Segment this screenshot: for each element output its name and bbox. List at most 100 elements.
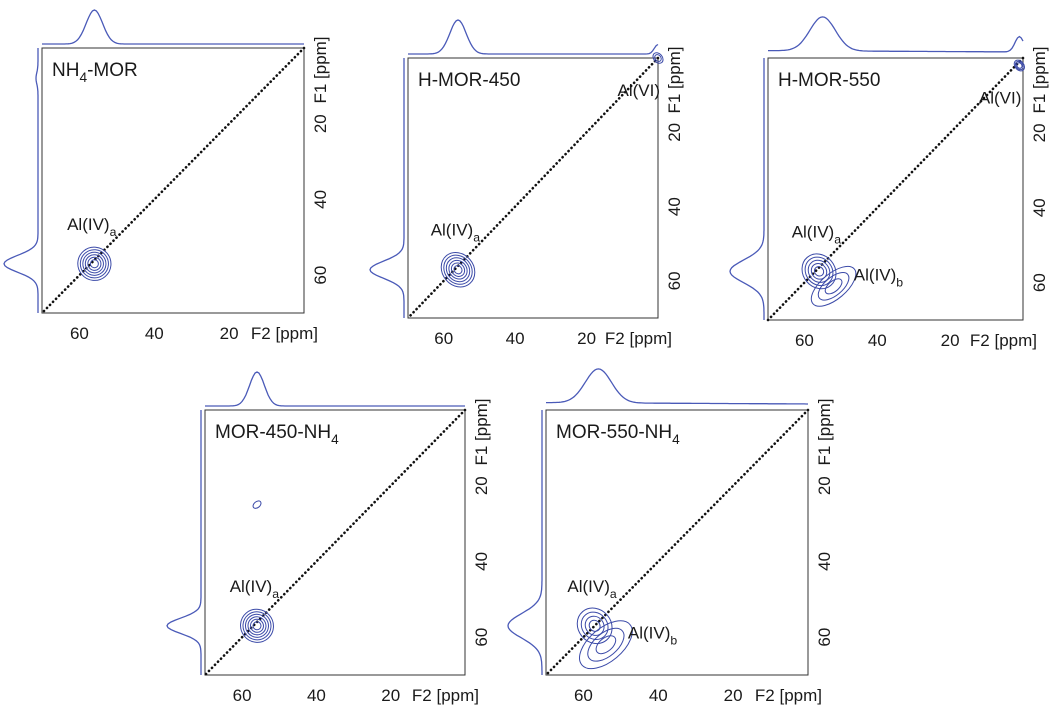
x-tick-label: 60 [574, 686, 593, 705]
f2-projection [768, 16, 1024, 53]
x-tick-label: 20 [381, 686, 400, 705]
contour-level [652, 52, 664, 64]
panel-title: NH4-MOR [52, 60, 138, 85]
f1-projection [507, 410, 543, 675]
contour-peak [440, 251, 476, 288]
peak-label: Al(VI) [979, 89, 1022, 108]
contour-level [242, 611, 272, 641]
contour-level [576, 607, 613, 645]
contour-level [801, 253, 837, 290]
x-tick-label: 40 [868, 331, 887, 350]
contour-peak [1013, 59, 1025, 72]
f2-projection [42, 9, 304, 45]
f1-projection [729, 58, 765, 320]
contour-level [453, 265, 463, 275]
contour-level [247, 616, 267, 636]
x-axis-label: F2 [ppm] [251, 324, 318, 343]
plot-frame [204, 409, 466, 676]
contour-level [810, 262, 828, 280]
peak-label: Al(IV)a [792, 222, 842, 246]
diagonal-line [40, 46, 306, 315]
y-tick-label: 40 [1030, 198, 1049, 217]
contour-level [89, 259, 99, 269]
contour-level [804, 256, 834, 287]
contour-level [588, 619, 601, 632]
contour-level [595, 635, 617, 655]
contour-level [445, 257, 471, 283]
contour-peak [579, 620, 633, 670]
panel-title: MOR-450-NH4 [215, 422, 339, 447]
contour-level [84, 254, 104, 274]
x-tick-label: 60 [233, 686, 252, 705]
contour-level [240, 608, 274, 643]
f2-projection [205, 371, 465, 407]
contour-level [79, 249, 109, 279]
chart-panel-3: Al(IV)a Al(IV)b Al(VI) H-MOR-550 60 40 20 F2 [p… [729, 16, 1049, 350]
diagonal-line [406, 56, 660, 320]
contour-level [810, 265, 857, 307]
peak-label: Al(VI) [618, 81, 661, 100]
y-tick-label: 60 [472, 628, 491, 647]
contour-level [77, 246, 112, 281]
chart-panel-5: Al(IV)a Al(IV)b MOR-550-NH4 60 40 20 F2 [ppm] 2… [507, 368, 834, 705]
peak-label: Al(IV)a [567, 577, 617, 601]
contour-peak [652, 52, 664, 64]
plot-frame [545, 409, 809, 676]
plot-frame [41, 47, 305, 314]
y-axis-label: F1 [ppm] [815, 398, 834, 465]
panel-title: H-MOR-550 [778, 70, 880, 91]
f1-projection [166, 410, 202, 675]
f2-projection [408, 19, 659, 55]
y-tick-label: 20 [1030, 123, 1049, 142]
diagonal-line [544, 408, 810, 677]
x-axis-label: F2 [ppm] [755, 686, 822, 705]
x-tick-label: 20 [724, 686, 743, 705]
peak-label: Al(IV)b [854, 265, 904, 289]
x-tick-label: 60 [795, 331, 814, 350]
f1-projection [3, 48, 39, 313]
peak-label: Al(IV)a [230, 577, 280, 601]
y-axis-label: F1 [ppm] [311, 36, 330, 103]
panel-title: MOR-550-NH4 [556, 422, 680, 447]
contour-level [440, 251, 476, 288]
peak-label: Al(IV)a [431, 221, 481, 245]
y-axis-label: F1 [ppm] [472, 398, 491, 465]
x-tick-label: 20 [577, 329, 596, 348]
contour-level [87, 256, 102, 271]
contour-level [250, 618, 264, 633]
contour-level [587, 627, 625, 662]
contour-level [448, 259, 468, 280]
chart-panel-1: Al(IV)a NH4-MOR 60 40 20 F2 [ppm] 20 40 60 F1 [pp… [3, 9, 330, 343]
contour-peak [801, 253, 837, 290]
y-tick-label: 60 [311, 266, 330, 285]
y-tick-label: 40 [472, 552, 491, 571]
y-axis-label: F1 [ppm] [1030, 46, 1049, 113]
chart-panel-2: Al(IV)a Al(VI) H-MOR-450 60 40 20 F2 [ppm] 20 40… [369, 19, 684, 348]
contour-level [579, 620, 633, 670]
x-tick-label: 20 [941, 331, 960, 350]
contour-level [1016, 62, 1023, 69]
contour-level [817, 272, 850, 301]
x-tick-label: 40 [145, 324, 164, 343]
x-tick-label: 60 [434, 329, 453, 348]
contour-level [450, 262, 466, 277]
x-tick-label: 60 [70, 324, 89, 343]
contour-level [654, 54, 662, 62]
x-tick-label: 40 [307, 686, 326, 705]
contour-peak [240, 608, 274, 643]
y-tick-label: 40 [311, 190, 330, 209]
contour-level [580, 611, 609, 640]
y-tick-label: 20 [472, 476, 491, 495]
panel-title: H-MOR-450 [418, 70, 520, 91]
y-tick-label: 40 [665, 197, 684, 216]
x-axis-label: F2 [ppm] [412, 686, 479, 705]
contour-peak [252, 500, 262, 509]
peak-label: Al(IV)b [628, 624, 678, 648]
contour-level [252, 621, 262, 631]
y-tick-label: 20 [311, 114, 330, 133]
contour-level [82, 251, 107, 276]
contour-level [824, 278, 843, 295]
contour-level [443, 254, 473, 285]
x-axis-label: F2 [ppm] [605, 329, 672, 348]
